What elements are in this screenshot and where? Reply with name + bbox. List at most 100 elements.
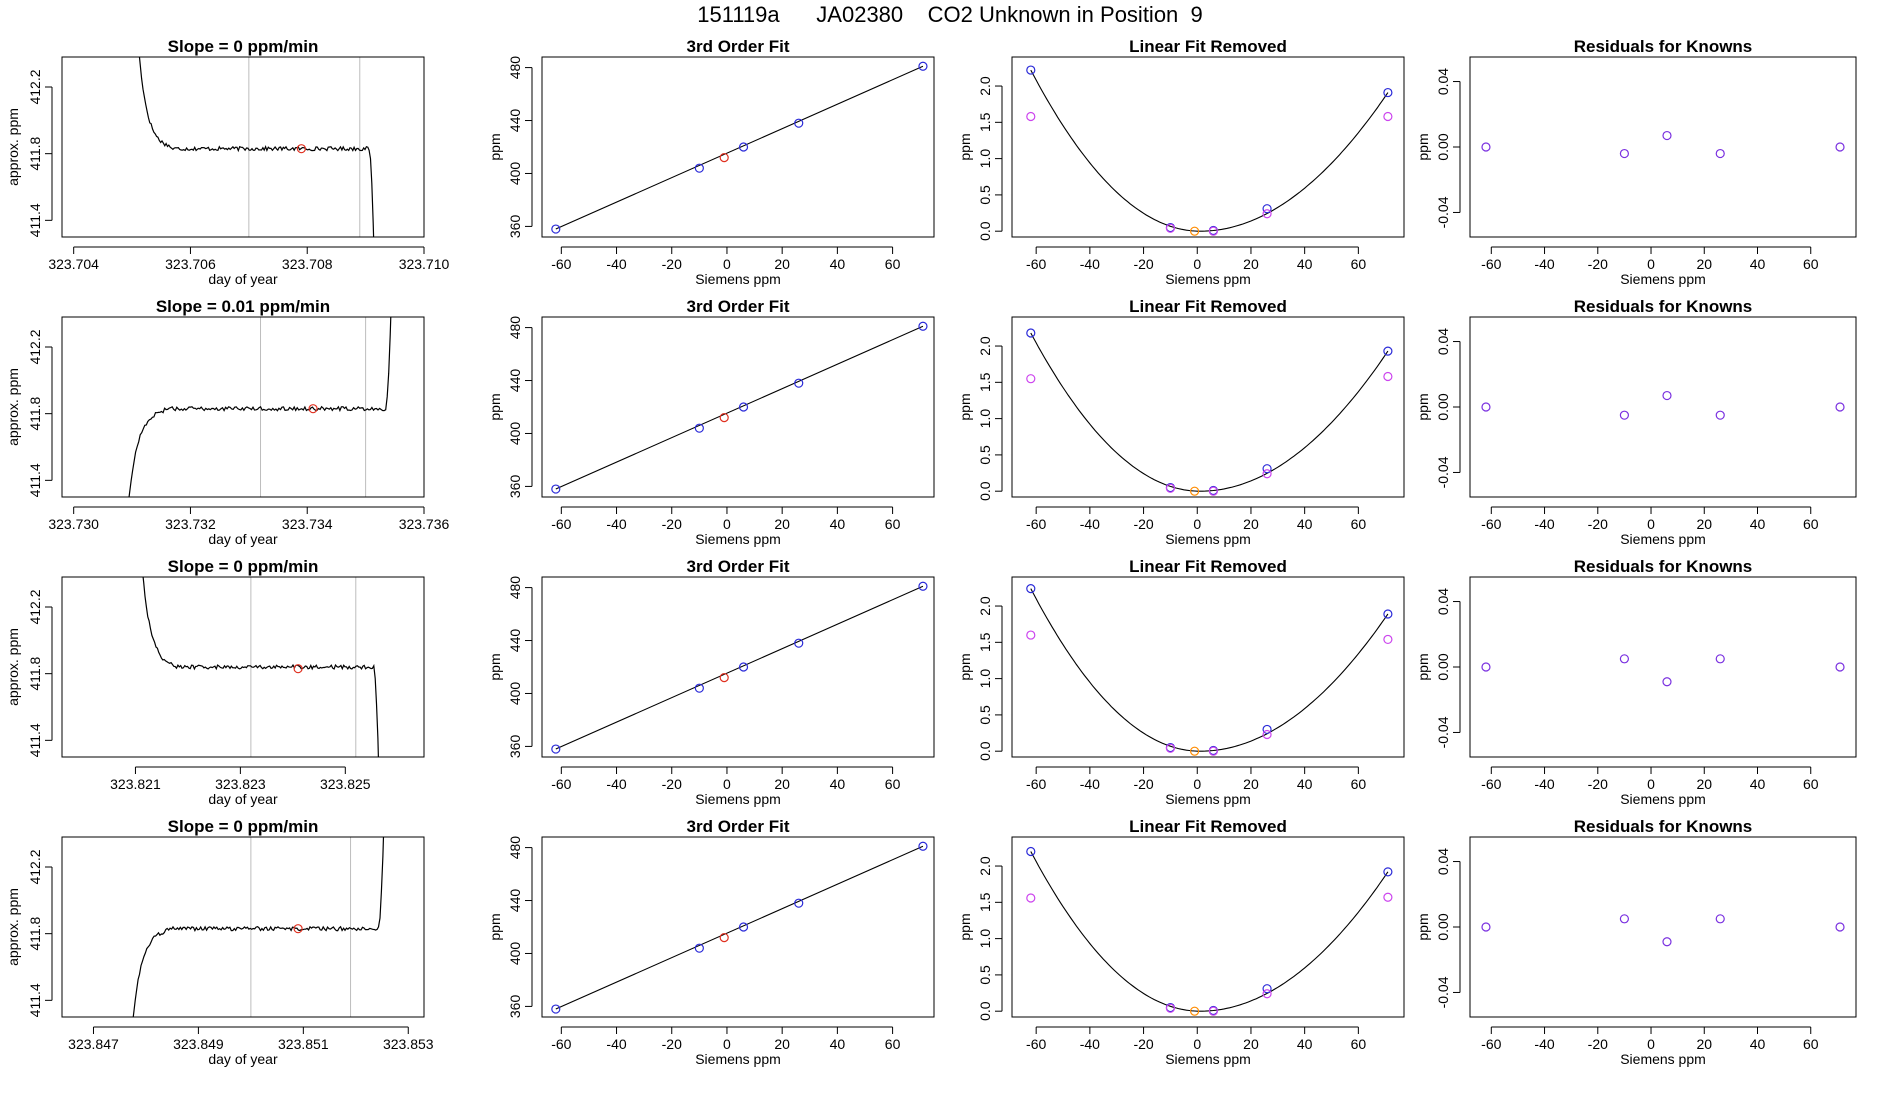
data-point (551, 744, 561, 754)
y-tick-label: 440 (507, 629, 523, 653)
data-point (1262, 204, 1272, 214)
y-axis-label: ppm (1415, 653, 1431, 680)
data-point (1383, 111, 1393, 122)
x-tick-label: 20 (774, 776, 790, 792)
data-point (1662, 677, 1672, 687)
data-point (1262, 209, 1272, 219)
x-tick-label: -20 (1588, 776, 1608, 792)
data-point (719, 672, 729, 683)
y-tick-label: 411.8 (27, 656, 43, 690)
panel-r3-c3: Linear Fit Removed -60 -40 -20 0 20 40 60 Siemen… (957, 557, 1405, 807)
panel-title: Slope = 0.01 ppm/min (156, 297, 330, 316)
x-tick-label: 323.823 (215, 776, 266, 792)
data-point (293, 664, 303, 674)
x-axis-label: day of year (208, 791, 278, 807)
x-tick-label: 40 (1750, 516, 1766, 532)
panel-title: Slope = 0 ppm/min (168, 557, 319, 576)
panel-r2-c4: Residuals for Knowns -60 -40 -20 0 20 40 60 Siem… (1415, 297, 1857, 547)
data-point (1835, 662, 1845, 672)
x-tick-label: 0 (723, 1036, 731, 1052)
data-trace (132, 837, 385, 1017)
data-point (738, 922, 749, 932)
panel-title: 3rd Order Fit (687, 297, 790, 316)
y-tick-label: 411.8 (27, 916, 43, 950)
x-tick-label: 60 (1351, 516, 1367, 532)
panel-title: 3rd Order Fit (687, 557, 790, 576)
x-tick-label: 40 (830, 516, 846, 532)
data-point (1619, 410, 1630, 420)
data-point (794, 898, 804, 908)
x-tick-label: 20 (1696, 516, 1712, 532)
plot-area (1026, 846, 1393, 1016)
x-tick-label: 0 (1193, 256, 1201, 272)
data-point (293, 924, 303, 934)
data-point (1481, 402, 1491, 412)
x-tick-label: -60 (1481, 516, 1501, 532)
y-tick-label: 1.0 (977, 669, 993, 689)
x-axis-label: Siemens ppm (1620, 791, 1706, 807)
data-point (794, 378, 804, 388)
y-tick-label: 412.2 (27, 329, 43, 364)
x-tick-label: 40 (1297, 1036, 1313, 1052)
y-tick-label: 1.5 (977, 632, 993, 652)
x-tick-label: -40 (606, 1036, 626, 1052)
plot-frame (1469, 316, 1857, 498)
y-axis-label: ppm (1415, 913, 1431, 940)
plot-frame (1011, 836, 1405, 1018)
plot-frame (541, 576, 935, 758)
x-tick-label: -40 (1534, 776, 1554, 792)
data-point (1026, 111, 1036, 122)
panel-r4-c4: Residuals for Knowns -60 -40 -20 0 20 40 60 Siem… (1415, 817, 1857, 1067)
data-point (738, 142, 749, 152)
x-tick-label: 0 (723, 776, 731, 792)
x-tick-label: -60 (551, 516, 571, 532)
data-point (1835, 922, 1845, 932)
data-point (1715, 148, 1725, 159)
y-tick-label: -0.04 (1435, 976, 1451, 1008)
y-tick-label: 360 (507, 475, 523, 499)
panel-title: Linear Fit Removed (1129, 37, 1287, 56)
plot-frame (61, 56, 425, 238)
data-point (794, 638, 804, 648)
x-tick-label: -60 (1026, 776, 1046, 792)
x-tick-label: -60 (1026, 1036, 1046, 1052)
y-tick-label: 0.0 (977, 481, 993, 501)
x-tick-label: 0 (723, 516, 731, 532)
panel-r2-c1: Slope = 0.01 ppm/min 323.730 323.732 323.73… (5, 297, 450, 547)
x-tick-label: -60 (551, 1036, 571, 1052)
data-point (1715, 410, 1725, 420)
panel-title: 3rd Order Fit (687, 817, 790, 836)
x-tick-label: 60 (1803, 516, 1819, 532)
x-tick-label: 323.847 (68, 1036, 119, 1052)
x-tick-label: 40 (1297, 516, 1313, 532)
y-tick-label: 360 (507, 995, 523, 1019)
y-axis-label: ppm (957, 653, 973, 680)
y-tick-label: 440 (507, 889, 523, 913)
panel-title: Slope = 0 ppm/min (168, 817, 319, 836)
data-point (694, 683, 704, 693)
y-axis-label: ppm (487, 913, 503, 940)
x-tick-label: -40 (1080, 256, 1100, 272)
x-tick-label: -20 (1133, 1036, 1153, 1052)
panel-title: Linear Fit Removed (1129, 557, 1287, 576)
y-tick-label: 412.2 (27, 589, 43, 624)
y-axis-label: ppm (957, 913, 973, 940)
y-tick-label: 400 (507, 682, 523, 706)
x-tick-label: 0 (1647, 776, 1655, 792)
x-tick-label: -60 (1481, 256, 1501, 272)
y-tick-label: 0.5 (977, 445, 993, 465)
plot-area (1481, 654, 1845, 687)
x-tick-label: -20 (1133, 516, 1153, 532)
x-axis-label: Siemens ppm (1165, 531, 1251, 547)
data-point (1262, 989, 1272, 999)
data-point (1383, 371, 1393, 382)
x-axis-label: Siemens ppm (1165, 791, 1251, 807)
panel-title: Residuals for Knowns (1574, 297, 1753, 316)
x-axis-label: Siemens ppm (1620, 271, 1706, 287)
plot-frame (1469, 836, 1857, 1018)
x-tick-label: 20 (774, 516, 790, 532)
x-tick-label: 60 (1803, 1036, 1819, 1052)
x-tick-label: -20 (662, 256, 682, 272)
x-tick-label: 60 (1803, 256, 1819, 272)
